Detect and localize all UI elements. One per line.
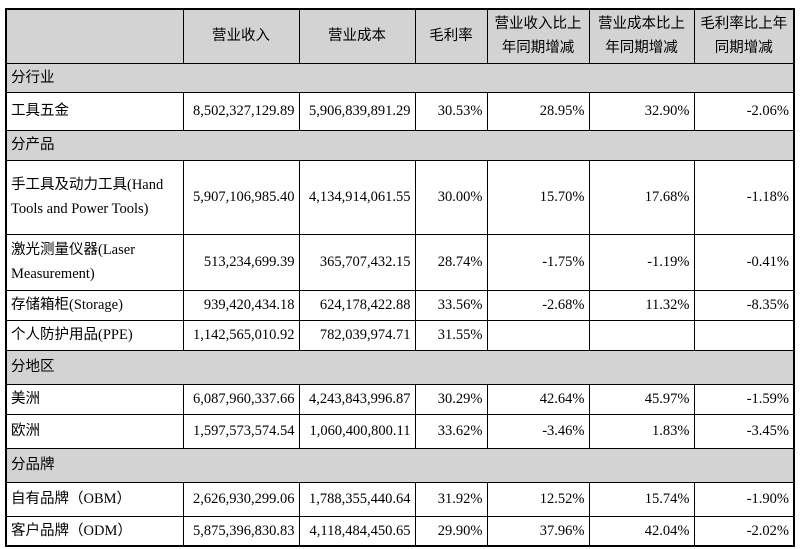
table-row: 存储箱柜(Storage) 939,420,434.18 624,178,422.8…	[5, 289, 795, 321]
value-cell: 31.92%	[414, 481, 488, 517]
value-cell: 4,134,914,061.55	[298, 159, 416, 235]
value-cell: -1.75%	[486, 233, 590, 291]
value-cell: 42.64%	[486, 383, 590, 415]
value-cell: -1.90%	[693, 481, 795, 517]
column-header-2: 营业成本	[298, 8, 416, 64]
value-cell: 1,788,355,440.64	[298, 481, 416, 517]
section-row: 分地区	[5, 349, 795, 385]
value-cell: 5,875,396,830.83	[182, 515, 300, 547]
table-row: 美洲 6,087,960,337.66 4,243,843,996.87 30.29%…	[5, 383, 795, 415]
table-row: 个人防护用品(PPE) 1,142,565,010.92 782,039,974.7…	[5, 319, 795, 351]
value-cell: 939,420,434.18	[182, 289, 300, 321]
value-cell	[486, 319, 590, 351]
value-cell: 28.95%	[486, 91, 590, 131]
value-cell: 365,707,432.15	[298, 233, 416, 291]
value-cell: 513,234,699.39	[182, 233, 300, 291]
value-cell: 30.00%	[414, 159, 488, 235]
value-cell: 15.70%	[486, 159, 590, 235]
row-label: 个人防护用品(PPE)	[5, 319, 184, 351]
column-header-6: 毛利率比上年同期增减	[693, 8, 795, 64]
value-cell: 15.74%	[588, 481, 695, 517]
column-header-4: 营业收入比上年同期增减	[486, 8, 590, 64]
value-cell: 45.97%	[588, 383, 695, 415]
section-row: 分品牌	[5, 447, 795, 483]
column-header-3: 毛利率	[414, 8, 488, 64]
section-label: 分地区	[5, 349, 795, 385]
value-cell: 8,502,327,129.89	[182, 91, 300, 131]
value-cell: 30.53%	[414, 91, 488, 131]
value-cell: 782,039,974.71	[298, 319, 416, 351]
table-body: 分行业 工具五金 8,502,327,129.89 5,906,839,891.29 3…	[5, 62, 795, 547]
column-header-1: 营业收入	[182, 8, 300, 64]
value-cell: -2.06%	[693, 91, 795, 131]
column-header-5: 营业成本比上年同期增减	[588, 8, 695, 64]
value-cell: -1.18%	[693, 159, 795, 235]
table-row: 激光测量仪器(Laser Measurement) 513,234,699.39 3…	[5, 233, 795, 291]
table-row: 欧洲 1,597,573,574.54 1,060,400,800.11 33.62%…	[5, 413, 795, 449]
value-cell: 32.90%	[588, 91, 695, 131]
section-row: 分行业	[5, 62, 795, 93]
value-cell: 1.83%	[588, 413, 695, 449]
table-header: 营业收入 营业成本 毛利率 营业收入比上年同期增减 营业成本比上年同期增减 毛利率比上年同…	[5, 8, 795, 64]
row-label: 存储箱柜(Storage)	[5, 289, 184, 321]
value-cell: 42.04%	[588, 515, 695, 547]
table-row: 客户品牌（ODM） 5,875,396,830.83 4,118,484,450.6…	[5, 515, 795, 547]
value-cell: 624,178,422.88	[298, 289, 416, 321]
value-cell: 31.55%	[414, 319, 488, 351]
section-label: 分行业	[5, 62, 795, 93]
value-cell: 37.96%	[486, 515, 590, 547]
value-cell: 12.52%	[486, 481, 590, 517]
value-cell: 2,626,930,299.06	[182, 481, 300, 517]
row-label: 手工具及动力工具(Hand Tools and Power Tools)	[5, 159, 184, 235]
value-cell: -8.35%	[693, 289, 795, 321]
table-row: 工具五金 8,502,327,129.89 5,906,839,891.29 30.5…	[5, 91, 795, 131]
value-cell: -2.68%	[486, 289, 590, 321]
value-cell: 33.62%	[414, 413, 488, 449]
row-label: 欧洲	[5, 413, 184, 449]
section-label: 分产品	[5, 129, 795, 161]
value-cell: 1,597,573,574.54	[182, 413, 300, 449]
value-cell: 17.68%	[588, 159, 695, 235]
value-cell: 33.56%	[414, 289, 488, 321]
table-row: 自有品牌（OBM） 2,626,930,299.06 1,788,355,440.6…	[5, 481, 795, 517]
value-cell: 5,907,106,985.40	[182, 159, 300, 235]
value-cell: -1.19%	[588, 233, 695, 291]
value-cell: 4,118,484,450.65	[298, 515, 416, 547]
value-cell	[588, 319, 695, 351]
segment-financials-table: 营业收入 营业成本 毛利率 营业收入比上年同期增减 营业成本比上年同期增减 毛利率比上年同…	[5, 8, 795, 547]
value-cell: 30.29%	[414, 383, 488, 415]
value-cell: -0.41%	[693, 233, 795, 291]
row-label: 自有品牌（OBM）	[5, 481, 184, 517]
value-cell: 1,142,565,010.92	[182, 319, 300, 351]
value-cell: 5,906,839,891.29	[298, 91, 416, 131]
table-row: 手工具及动力工具(Hand Tools and Power Tools) 5,90…	[5, 159, 795, 235]
value-cell: 4,243,843,996.87	[298, 383, 416, 415]
row-label: 工具五金	[5, 91, 184, 131]
row-label: 激光测量仪器(Laser Measurement)	[5, 233, 184, 291]
header-row: 营业收入 营业成本 毛利率 营业收入比上年同期增减 营业成本比上年同期增减 毛利率比上年同…	[5, 8, 795, 64]
value-cell: 11.32%	[588, 289, 695, 321]
value-cell: 6,087,960,337.66	[182, 383, 300, 415]
value-cell: 29.90%	[414, 515, 488, 547]
value-cell	[693, 319, 795, 351]
row-label: 美洲	[5, 383, 184, 415]
value-cell: 28.74%	[414, 233, 488, 291]
row-label: 客户品牌（ODM）	[5, 515, 184, 547]
value-cell: -3.46%	[486, 413, 590, 449]
value-cell: -2.02%	[693, 515, 795, 547]
value-cell: -3.45%	[693, 413, 795, 449]
column-header-0	[5, 8, 184, 64]
value-cell: 1,060,400,800.11	[298, 413, 416, 449]
section-label: 分品牌	[5, 447, 795, 483]
section-row: 分产品	[5, 129, 795, 161]
value-cell: -1.59%	[693, 383, 795, 415]
